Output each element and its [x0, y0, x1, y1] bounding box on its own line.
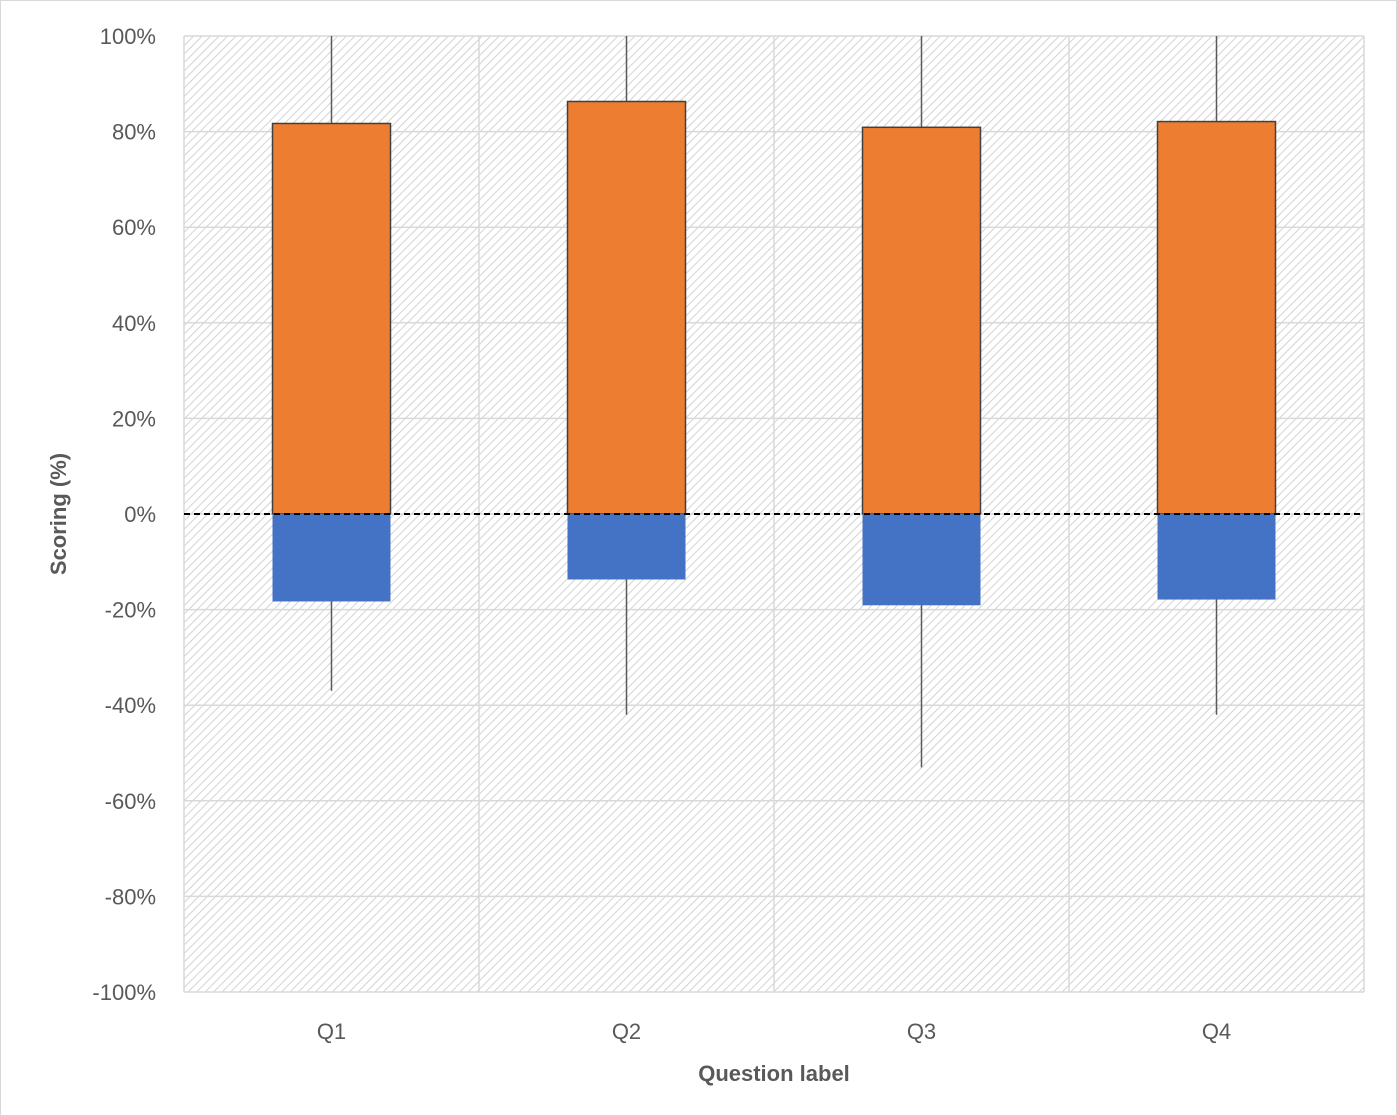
y-tick-label: -100%	[92, 980, 156, 1005]
positive-bar-q2	[566, 100, 687, 515]
y-axis-title: Scoring (%)	[46, 453, 71, 575]
y-tick-label: 0%	[124, 502, 156, 527]
y-tick-label: 20%	[112, 406, 156, 431]
bars	[271, 100, 1277, 606]
y-tick-label: -80%	[105, 884, 156, 909]
y-tick-label: -20%	[105, 598, 156, 623]
positive-bar-q1	[271, 122, 392, 515]
y-tick-label: -40%	[105, 693, 156, 718]
x-axis-title: Question label	[698, 1061, 850, 1086]
y-tick-label: 60%	[112, 215, 156, 240]
x-tick-label-q3: Q3	[907, 1019, 936, 1044]
positive-bar-q3	[861, 126, 982, 515]
negative-bar-q4	[1157, 514, 1276, 600]
negative-bar-q1	[272, 514, 391, 602]
y-tick-label: -60%	[105, 789, 156, 814]
negative-bar-q3	[862, 514, 981, 606]
positive-bar-q4	[1156, 120, 1277, 515]
negative-bar-q2	[567, 514, 686, 580]
y-tick-label: 40%	[112, 311, 156, 336]
x-tick-label-q2: Q2	[612, 1019, 641, 1044]
x-tick-label-q1: Q1	[317, 1019, 346, 1044]
y-tick-labels: 100% 80% 60% 40% 20% 0% -20% -40% -60% -80% -100%	[92, 24, 156, 1005]
x-tick-label-q4: Q4	[1202, 1019, 1231, 1044]
x-tick-labels: Q1 Q2 Q3 Q4	[317, 1019, 1231, 1044]
y-tick-label: 80%	[112, 120, 156, 145]
y-tick-label: 100%	[100, 24, 156, 49]
